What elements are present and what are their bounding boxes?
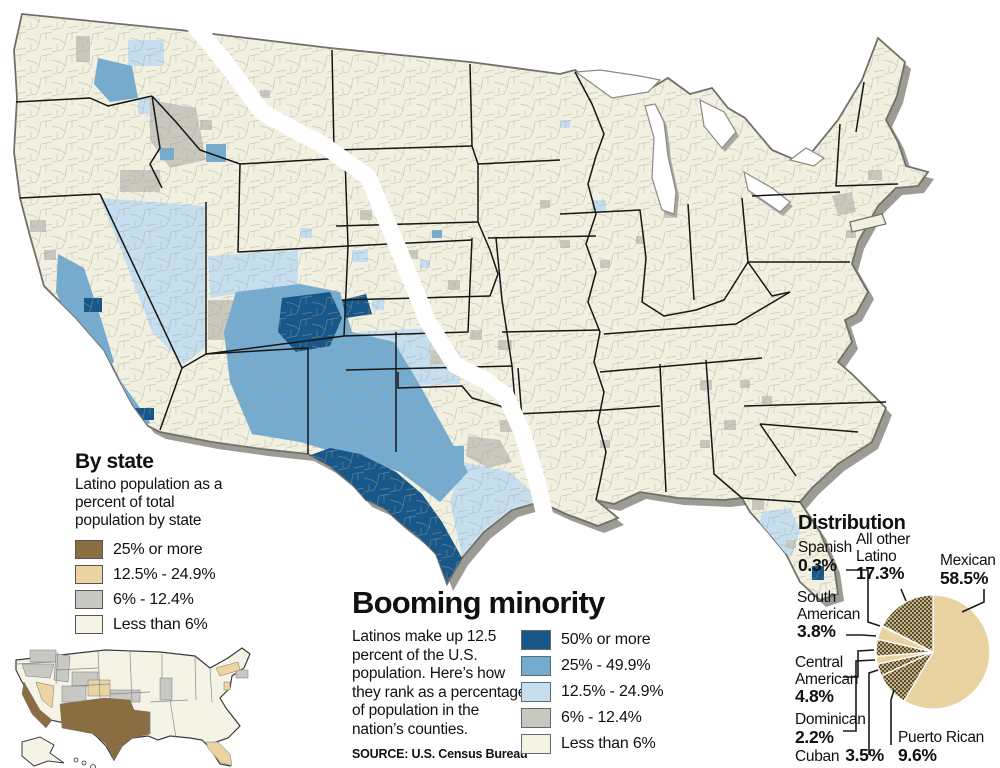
pie-label-all-other: All other Latino 17.3% xyxy=(856,531,911,583)
lake-ontario xyxy=(788,147,826,167)
legend-label: 12.5% - 24.9% xyxy=(561,683,664,700)
legend-label: 50% or more xyxy=(561,631,651,648)
legend-item: 50% or more xyxy=(521,630,663,650)
legend-swatch xyxy=(521,656,551,676)
legend-item: 25% - 49.9% xyxy=(521,656,663,676)
pie-label-south-american: South American 3.8% xyxy=(797,589,861,641)
by-state-block: By state Latino population as a percent … xyxy=(75,450,295,640)
legend-swatch xyxy=(521,682,551,702)
legend-label: Less than 6% xyxy=(561,735,656,752)
legend-item: 12.5% - 24.9% xyxy=(521,682,664,702)
county-legend: 50% or more 25% - 49.9% 12.5% - 24.9% 6% - … xyxy=(521,630,664,760)
legend-item: 25% or more xyxy=(75,540,295,559)
inset-alaska xyxy=(21,736,65,767)
lake-erie xyxy=(743,170,791,213)
legend-swatch xyxy=(75,565,103,584)
map-crack-divider xyxy=(181,11,562,571)
distribution-title: Distribution xyxy=(798,512,906,534)
pie-leader-lines xyxy=(843,569,985,755)
legend-swatch xyxy=(521,734,551,754)
legend-item: Less than 6% xyxy=(521,734,663,754)
legend-label: 6% - 12.4% xyxy=(561,709,642,726)
leader-cuban xyxy=(868,669,879,755)
legend-item: 6% - 12.4% xyxy=(521,708,663,728)
inset-hawaii xyxy=(73,757,96,768)
booming-minority-block: Booming minority Latinos make up 12.5 pe… xyxy=(352,585,605,761)
legend-label: Less than 6% xyxy=(113,615,208,633)
long-island xyxy=(849,213,887,233)
legend-label: 25% or more xyxy=(113,540,203,558)
by-state-legend: 25% or more 12.5% - 24.9% 6% - 12.4% Less t… xyxy=(75,540,295,634)
inset-state-lines xyxy=(15,649,213,739)
legend-swatch xyxy=(521,630,551,650)
legend-label: 25% - 49.9% xyxy=(561,657,651,674)
lake-huron xyxy=(699,98,737,149)
main-description: Latinos make up 12.5 percent of the U.S.… xyxy=(352,628,527,738)
legend-item: 12.5% - 24.9% xyxy=(75,565,295,584)
pie-label-cuban: Cuban 3.5% xyxy=(795,745,884,765)
pie-slice-all-other-latino xyxy=(881,594,934,654)
lake-superior xyxy=(574,69,662,99)
legend-label: 12.5% - 24.9% xyxy=(113,565,216,583)
legend-swatch xyxy=(75,615,103,634)
pie-label-mexican: Mexican 58.5% xyxy=(940,552,996,588)
source-note: SOURCE: U.S. Census Bureau xyxy=(352,747,528,761)
by-state-title: By state xyxy=(75,450,154,473)
pie-slice-mexican xyxy=(903,594,991,710)
leader-dominican xyxy=(843,659,876,732)
leader-south-american xyxy=(846,634,877,637)
pie-label-dominican: Dominican 2.2% xyxy=(795,711,866,747)
by-state-subtitle: Latino population as a percent of total … xyxy=(75,476,223,529)
leader-mexican xyxy=(961,589,985,613)
legend-item: Less than 6% xyxy=(75,615,295,634)
leader-spanish xyxy=(846,569,881,627)
pie-label-puerto-rican: Puerto Rican 9.6% xyxy=(898,729,985,765)
legend-swatch xyxy=(521,708,551,728)
main-title: Booming minority xyxy=(352,585,605,620)
legend-item: 6% - 12.4% xyxy=(75,590,295,609)
state-borders xyxy=(15,49,899,503)
distribution-pie-chart xyxy=(875,594,991,710)
lake-michigan xyxy=(644,103,677,215)
pie-label-central-american: Central American 4.8% xyxy=(795,654,859,706)
legend-label: 6% - 12.4% xyxy=(113,590,194,608)
leader-central-american xyxy=(844,649,875,678)
leader-all-other xyxy=(900,588,907,602)
legend-swatch xyxy=(75,540,103,559)
leader-puerto-rican xyxy=(890,689,895,745)
legend-swatch xyxy=(75,590,103,609)
pie-label-spanish: Spanish 0.3% xyxy=(798,539,852,575)
great-lakes xyxy=(574,69,826,218)
inset-state-map xyxy=(15,647,251,768)
